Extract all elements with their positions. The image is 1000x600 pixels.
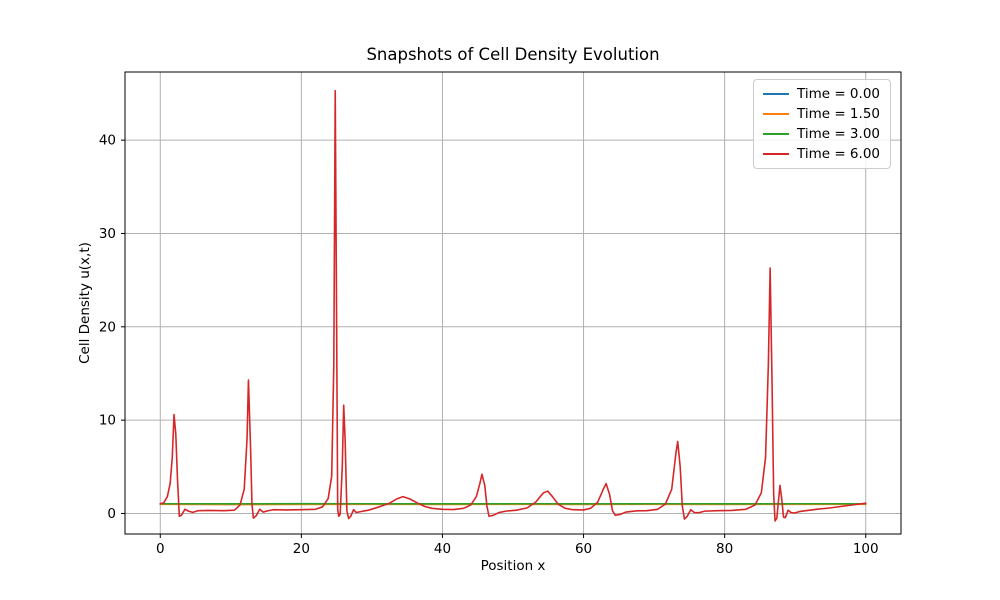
x-tick-label-100: 100 <box>853 541 879 557</box>
y-tick-label-30: 30 <box>99 226 116 242</box>
y-tick-label-10: 10 <box>99 413 116 429</box>
legend-entry-0: Time = 0.00 <box>763 86 880 102</box>
legend-line-swatch <box>763 113 789 115</box>
x-tick-label-80: 80 <box>716 541 733 557</box>
legend-label: Time = 6.00 <box>797 146 880 162</box>
legend: Time = 0.00 Time = 1.50 Time = 3.00 Time = … <box>753 79 891 169</box>
legend-entry-3: Time = 6.00 <box>763 146 880 162</box>
series-line-time-6-00 <box>159 89 867 522</box>
legend-line-swatch <box>763 153 789 155</box>
x-axis-label: Position x <box>480 558 546 574</box>
legend-line-swatch <box>763 93 789 95</box>
axes-spines <box>124 71 902 535</box>
legend-label: Time = 3.00 <box>797 126 880 142</box>
x-tick-label-0: 0 <box>156 541 165 557</box>
legend-entry-1: Time = 1.50 <box>763 106 880 122</box>
x-tick-label-40: 40 <box>434 541 451 557</box>
chart-title: Snapshots of Cell Density Evolution <box>366 45 660 64</box>
y-tick-label-40: 40 <box>99 133 116 149</box>
legend-entry-2: Time = 3.00 <box>763 126 880 142</box>
legend-line-swatch <box>763 133 789 135</box>
y-tick-label-20: 20 <box>99 319 116 335</box>
y-tick-label-0: 0 <box>107 506 116 522</box>
x-tick-label-60: 60 <box>575 541 592 557</box>
legend-label: Time = 0.00 <box>797 86 880 102</box>
legend-label: Time = 1.50 <box>797 106 880 122</box>
x-tick-label-20: 20 <box>293 541 310 557</box>
